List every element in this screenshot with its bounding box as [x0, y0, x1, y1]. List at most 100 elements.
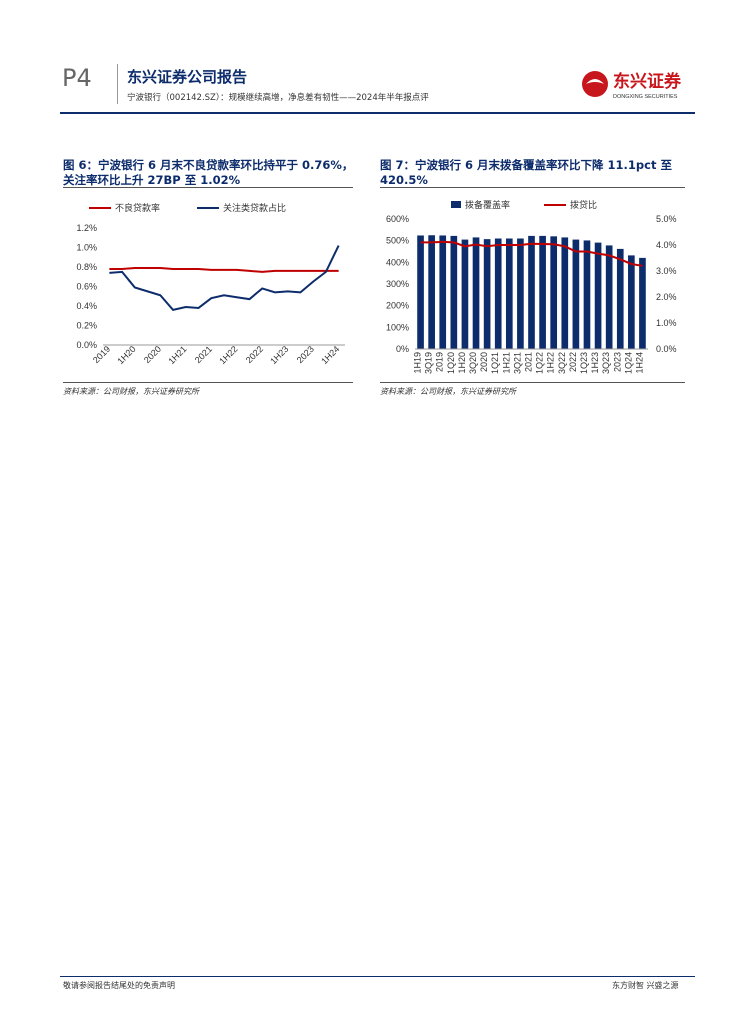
figure-caption: 图 6：宁波银行 6 月末不良贷款率环比持平于 0.76%，关注率环比上升 27…	[63, 158, 354, 187]
bar	[417, 235, 424, 349]
bar	[483, 239, 491, 349]
logo-cn: 东兴证券	[613, 71, 682, 91]
bar	[494, 238, 502, 349]
x-tick-label: 2022	[244, 344, 265, 365]
x-tick-label: 3Q21	[512, 352, 522, 374]
y-tick-label: 100%	[386, 322, 409, 332]
figure-caption: 图 7：宁波银行 6 月末拨备覆盖率环比下降 11.1pct 至 420.5%	[380, 158, 672, 187]
logo-swoosh	[586, 79, 604, 84]
bar	[428, 235, 435, 349]
line-series	[420, 240, 643, 267]
x-tick-label: 1H22	[546, 352, 556, 374]
bar	[605, 245, 613, 349]
report-title: 东兴证券公司报告	[127, 68, 248, 86]
y-tick-label: 400%	[386, 257, 409, 267]
x-tick-label: 2020	[142, 344, 163, 365]
chart: 0.0% 0.2% 0.4% 0.6% 0.8% 1.0% 1.2% 不良贷款率 关注类贷款占比…	[76, 202, 345, 366]
y-tick-label: 0.6%	[76, 282, 97, 292]
x-tick-label: 2022	[568, 352, 578, 372]
x-tick-label: 2021	[524, 352, 534, 372]
y-tick-label: 500%	[386, 236, 409, 246]
x-tick-label: 1H19	[413, 352, 423, 374]
y-tick-label: 0.2%	[76, 321, 97, 331]
legend-label: 拨备覆盖率	[465, 199, 510, 210]
bar	[550, 236, 558, 349]
y-tick-label: 2.0%	[656, 292, 677, 302]
motto: 东方财智 兴盛之源	[612, 981, 679, 990]
report-subtitle: 宁波银行（002142.SZ）：规模继续高增，净息差有韧性——2024年半年报点…	[127, 93, 429, 103]
y-tick-label: 200%	[386, 301, 409, 311]
line-series	[109, 266, 339, 273]
x-tick-label: 1H20	[457, 352, 467, 374]
page-number: P4	[62, 64, 92, 92]
y-tick-label: 0.4%	[76, 301, 97, 311]
legend-label: 不良贷款率	[115, 202, 160, 213]
y-tick-label: 0.0%	[76, 340, 97, 350]
source-note: 资料来源：公司财报，东兴证券研究所	[380, 387, 516, 396]
bar	[572, 239, 580, 349]
bar	[517, 238, 524, 349]
x-tick-label: 2023	[612, 352, 622, 372]
y-tick-label: 600%	[386, 214, 409, 224]
y-tick-label: 1.2%	[76, 223, 97, 233]
x-tick-label: 3Q20	[468, 352, 478, 374]
y-tick-label: 0%	[396, 344, 409, 354]
x-tick-label: 2023	[295, 344, 316, 365]
y-tick-label: 1.0%	[656, 318, 677, 328]
bar	[594, 242, 602, 349]
x-tick-label: 1H21	[166, 344, 188, 366]
y-tick-label: 5.0%	[656, 214, 677, 224]
bar	[450, 235, 458, 349]
y-tick-label: 0.8%	[76, 262, 97, 272]
bar	[583, 240, 591, 349]
chart: 0% 100% 200% 300% 400% 500% 600% 0.0% 1.0% 2.0% 3.…	[386, 199, 677, 374]
source-note: 资料来源：公司财报，东兴证券研究所	[63, 387, 199, 396]
x-tick-label: 1Q23	[579, 352, 589, 374]
header-rule	[60, 112, 695, 114]
x-tick-label: 3Q23	[601, 352, 611, 374]
source-rule	[380, 382, 685, 383]
x-tick-label: 1Q22	[535, 352, 545, 374]
y-tick-label: 3.0%	[656, 266, 677, 276]
caption-rule	[380, 187, 685, 188]
x-tick-label: 3Q19	[424, 352, 434, 374]
x-tick-label: 1H24	[319, 344, 341, 366]
y-tick-label: 1.0%	[76, 243, 97, 253]
x-tick-label: 2019	[435, 352, 445, 372]
bar	[528, 235, 535, 349]
x-tick-label: 1H23	[590, 352, 600, 374]
bar	[616, 248, 624, 349]
x-tick-label: 1Q20	[446, 352, 456, 374]
disclaimer: 敬请参阅报告结尾处的免责声明	[63, 981, 175, 990]
x-tick-label: 1H20	[115, 344, 137, 366]
source-rule	[63, 382, 353, 383]
y-tick-label: 4.0%	[656, 240, 677, 250]
bar	[461, 239, 469, 349]
divider	[117, 64, 118, 104]
x-tick-label: 2020	[479, 352, 489, 372]
x-tick-label: 1Q24	[623, 352, 633, 374]
legend-label: 关注类贷款占比	[223, 202, 286, 213]
x-tick-label: 1H22	[217, 344, 239, 366]
y-tick-label: 300%	[386, 279, 409, 289]
x-tick-label: 1H24	[634, 352, 644, 374]
logo: 东兴证券 DONGXING SECURITIES	[582, 71, 682, 100]
legend-swatch	[451, 201, 461, 208]
bar	[439, 235, 447, 349]
bar	[561, 237, 569, 349]
bar	[505, 238, 513, 349]
x-tick-label: 2021	[193, 344, 214, 365]
bar	[539, 235, 546, 349]
footer-rule	[60, 976, 695, 977]
logo-en: DONGXING SECURITIES	[613, 94, 678, 100]
x-tick-label: 1H21	[501, 352, 511, 374]
bar	[472, 237, 480, 349]
y-tick-label: 0.0%	[656, 344, 677, 354]
bar	[639, 257, 646, 349]
x-tick-label: 3Q22	[557, 352, 567, 374]
logo-mark	[582, 71, 608, 97]
legend-label: 拨贷比	[570, 199, 597, 210]
x-tick-label: 1Q21	[490, 352, 500, 374]
x-tick-label: 1H23	[268, 344, 290, 366]
